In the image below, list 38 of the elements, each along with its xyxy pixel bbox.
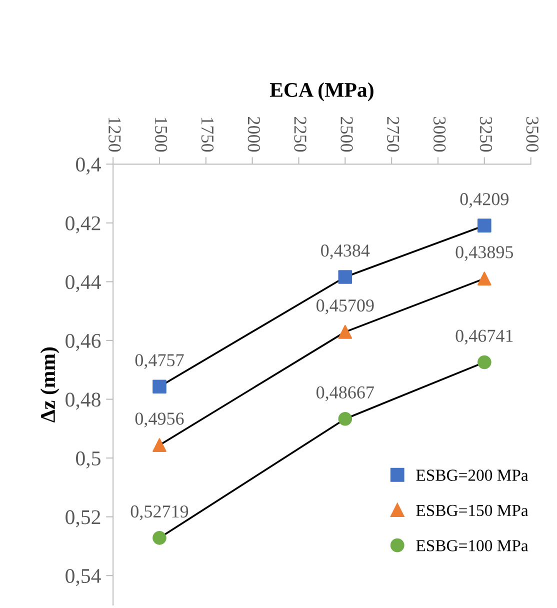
y-tick-label: 0,46 xyxy=(66,334,101,351)
x-tick-label: 1750 xyxy=(201,118,214,152)
x-tick-label: 3500 xyxy=(526,117,538,152)
x-tick-label: 2250 xyxy=(294,117,306,152)
legend-label: ESBG=150 MPa xyxy=(416,504,528,516)
data-label: 0,52719 xyxy=(130,505,188,520)
point xyxy=(338,270,352,284)
y-tick-label: 0,48 xyxy=(66,392,100,410)
x-tick-label: 1500 xyxy=(154,118,168,152)
legend-label: ESBG=100 MPa xyxy=(416,540,528,552)
data-label: 0,4757 xyxy=(135,354,184,369)
x-tick-label: 3000 xyxy=(433,117,446,152)
point xyxy=(338,325,352,339)
data-label: 0,45709 xyxy=(316,299,374,314)
y-tick-label: 0,4 xyxy=(76,158,101,175)
y-axis-title: Δz (mm) xyxy=(40,347,60,422)
x-tick-label: 2750 xyxy=(387,117,400,152)
point xyxy=(152,438,166,452)
data-label: 0,46741 xyxy=(456,330,513,345)
x-tick-label: 2500 xyxy=(340,117,353,152)
x-tick-label: 3250 xyxy=(480,117,492,152)
point xyxy=(478,272,492,286)
data-label: 0,48667 xyxy=(316,386,374,402)
data-label: 0,4384 xyxy=(321,244,370,260)
legend-label: ESBG=200 MPa xyxy=(416,470,528,481)
point xyxy=(152,380,166,394)
y-tick-label: 0,52 xyxy=(66,510,100,528)
x-tick-label: 2000 xyxy=(248,117,260,152)
x-tick-label: 1250 xyxy=(108,118,121,152)
x-axis-title: ECA (MPa) xyxy=(270,82,374,102)
y-tick-label: 0,42 xyxy=(66,216,100,234)
point xyxy=(478,218,492,232)
y-tick-label: 0,5 xyxy=(76,451,100,468)
y-tick-label: 0,54 xyxy=(66,568,101,586)
y-tick-label: 0,44 xyxy=(66,275,101,292)
data-label: 0,4956 xyxy=(135,412,184,428)
data-label: 0,43895 xyxy=(456,246,514,261)
data-label: 0,4209 xyxy=(460,193,508,208)
